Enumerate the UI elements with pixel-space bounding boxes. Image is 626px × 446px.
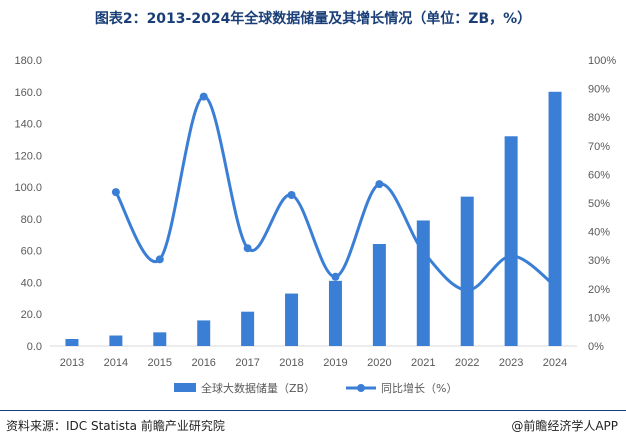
y-right-tick-label: 60% — [588, 169, 610, 181]
legend-line-marker — [357, 384, 365, 392]
y-left-tick-label: 160.0 — [14, 87, 42, 99]
x-tick-label: 2016 — [191, 357, 215, 369]
y-left-tick-label: 80.0 — [21, 214, 42, 226]
x-tick-label: 2022 — [455, 357, 479, 369]
growth-point-2015 — [155, 255, 164, 264]
x-tick-label: 2019 — [323, 357, 347, 369]
growth-point-2019 — [331, 272, 340, 281]
growth-point-2018 — [287, 190, 296, 199]
bar-2015 — [153, 332, 167, 346]
bar-2014 — [109, 335, 123, 346]
bar-2021 — [416, 220, 430, 346]
legend-bar-label: 全球大数据储量（ZB） — [201, 381, 315, 395]
y-right-tick-label: 20% — [588, 284, 610, 296]
bar-2013 — [65, 339, 79, 346]
legend: 全球大数据储量（ZB） 同比增长（%） — [174, 381, 457, 395]
growth-line — [114, 95, 556, 292]
brand-credit: @前瞻经济学人APP — [511, 419, 618, 433]
growth-point-2020 — [375, 180, 384, 189]
y-left-tick-label: 120.0 — [14, 150, 42, 162]
y-right-tick-label: 0% — [588, 341, 604, 353]
y-right-tick-label: 80% — [588, 112, 610, 124]
source-note: 资料来源：IDC Statista 前瞻产业研究院 — [6, 419, 225, 433]
x-tick-label: 2017 — [235, 357, 259, 369]
bar-2023 — [504, 136, 518, 346]
line-series — [111, 92, 556, 292]
y-left-tick-label: 100.0 — [14, 182, 42, 194]
x-tick-label: 2015 — [148, 357, 172, 369]
x-tick-label: 2021 — [411, 357, 435, 369]
bar-2018 — [285, 293, 299, 346]
bar-2024 — [548, 91, 562, 347]
x-tick-label: 2020 — [367, 357, 391, 369]
chart-title: 图表2：2013-2024年全球数据储量及其增长情况（单位：ZB，%） — [94, 11, 532, 27]
growth-point-2016 — [199, 92, 208, 101]
x-tick-label: 2014 — [104, 357, 128, 369]
y-right-tick-label: 50% — [588, 198, 610, 210]
legend-line-label: 同比增长（%） — [381, 381, 457, 395]
y-left-tick-label: 60.0 — [21, 246, 42, 258]
x-tick-label: 2018 — [279, 357, 303, 369]
bar-2022 — [460, 196, 474, 346]
x-tick-label: 2023 — [499, 357, 523, 369]
y-left-tick-label: 180.0 — [14, 55, 42, 67]
axes: 0.0 20.0 40.0 60.0 80.0 100.0 120.0 140.0 160.0 1… — [14, 55, 616, 369]
y-right-tick-label: 90% — [588, 84, 610, 96]
y-right-tick-label: 30% — [588, 255, 610, 267]
y-right-tick-label: 100% — [588, 55, 616, 67]
bar-2016 — [197, 320, 211, 346]
growth-point-2014 — [111, 188, 120, 197]
legend-bar-swatch — [174, 383, 196, 392]
y-left-tick-label: 140.0 — [14, 119, 42, 131]
y-left-tick-label: 40.0 — [21, 277, 42, 289]
bar-2019 — [328, 280, 342, 346]
y-left-tick-label: 0.0 — [27, 341, 42, 353]
y-left-tick-label: 20.0 — [21, 309, 42, 321]
bar-series — [65, 91, 562, 347]
y-right-tick-label: 10% — [588, 312, 610, 324]
x-tick-label: 2013 — [60, 357, 84, 369]
bar-2020 — [372, 243, 386, 346]
footer-rule — [0, 410, 626, 411]
y-right-tick-label: 40% — [588, 227, 610, 239]
x-tick-label: 2024 — [543, 357, 567, 369]
bar-2017 — [241, 311, 255, 346]
y-right-tick-label: 70% — [588, 141, 610, 153]
growth-point-2017 — [243, 244, 252, 253]
